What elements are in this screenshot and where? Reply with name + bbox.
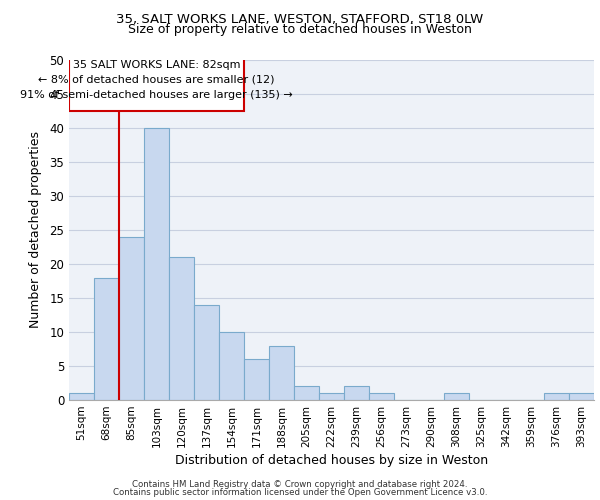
Bar bbox=[319, 393, 344, 400]
FancyBboxPatch shape bbox=[69, 56, 244, 111]
Bar bbox=[69, 393, 94, 400]
X-axis label: Distribution of detached houses by size in Weston: Distribution of detached houses by size … bbox=[175, 454, 488, 467]
Bar bbox=[244, 359, 269, 400]
Text: 91% of semi-detached houses are larger (135) →: 91% of semi-detached houses are larger (… bbox=[20, 90, 293, 100]
Y-axis label: Number of detached properties: Number of detached properties bbox=[29, 132, 43, 328]
Bar bbox=[119, 237, 144, 400]
Text: ← 8% of detached houses are smaller (12): ← 8% of detached houses are smaller (12) bbox=[38, 75, 275, 85]
Bar bbox=[369, 393, 394, 400]
Bar bbox=[94, 278, 119, 400]
Bar bbox=[569, 393, 594, 400]
Bar bbox=[444, 393, 469, 400]
Text: Contains HM Land Registry data © Crown copyright and database right 2024.: Contains HM Land Registry data © Crown c… bbox=[132, 480, 468, 489]
Text: 35, SALT WORKS LANE, WESTON, STAFFORD, ST18 0LW: 35, SALT WORKS LANE, WESTON, STAFFORD, S… bbox=[116, 12, 484, 26]
Bar bbox=[294, 386, 319, 400]
Bar bbox=[544, 393, 569, 400]
Text: 35 SALT WORKS LANE: 82sqm: 35 SALT WORKS LANE: 82sqm bbox=[73, 60, 240, 70]
Text: Size of property relative to detached houses in Weston: Size of property relative to detached ho… bbox=[128, 22, 472, 36]
Bar bbox=[169, 257, 194, 400]
Bar bbox=[344, 386, 369, 400]
Text: Contains public sector information licensed under the Open Government Licence v3: Contains public sector information licen… bbox=[113, 488, 487, 497]
Bar bbox=[269, 346, 294, 400]
Bar bbox=[219, 332, 244, 400]
Bar bbox=[194, 305, 219, 400]
Bar bbox=[144, 128, 169, 400]
